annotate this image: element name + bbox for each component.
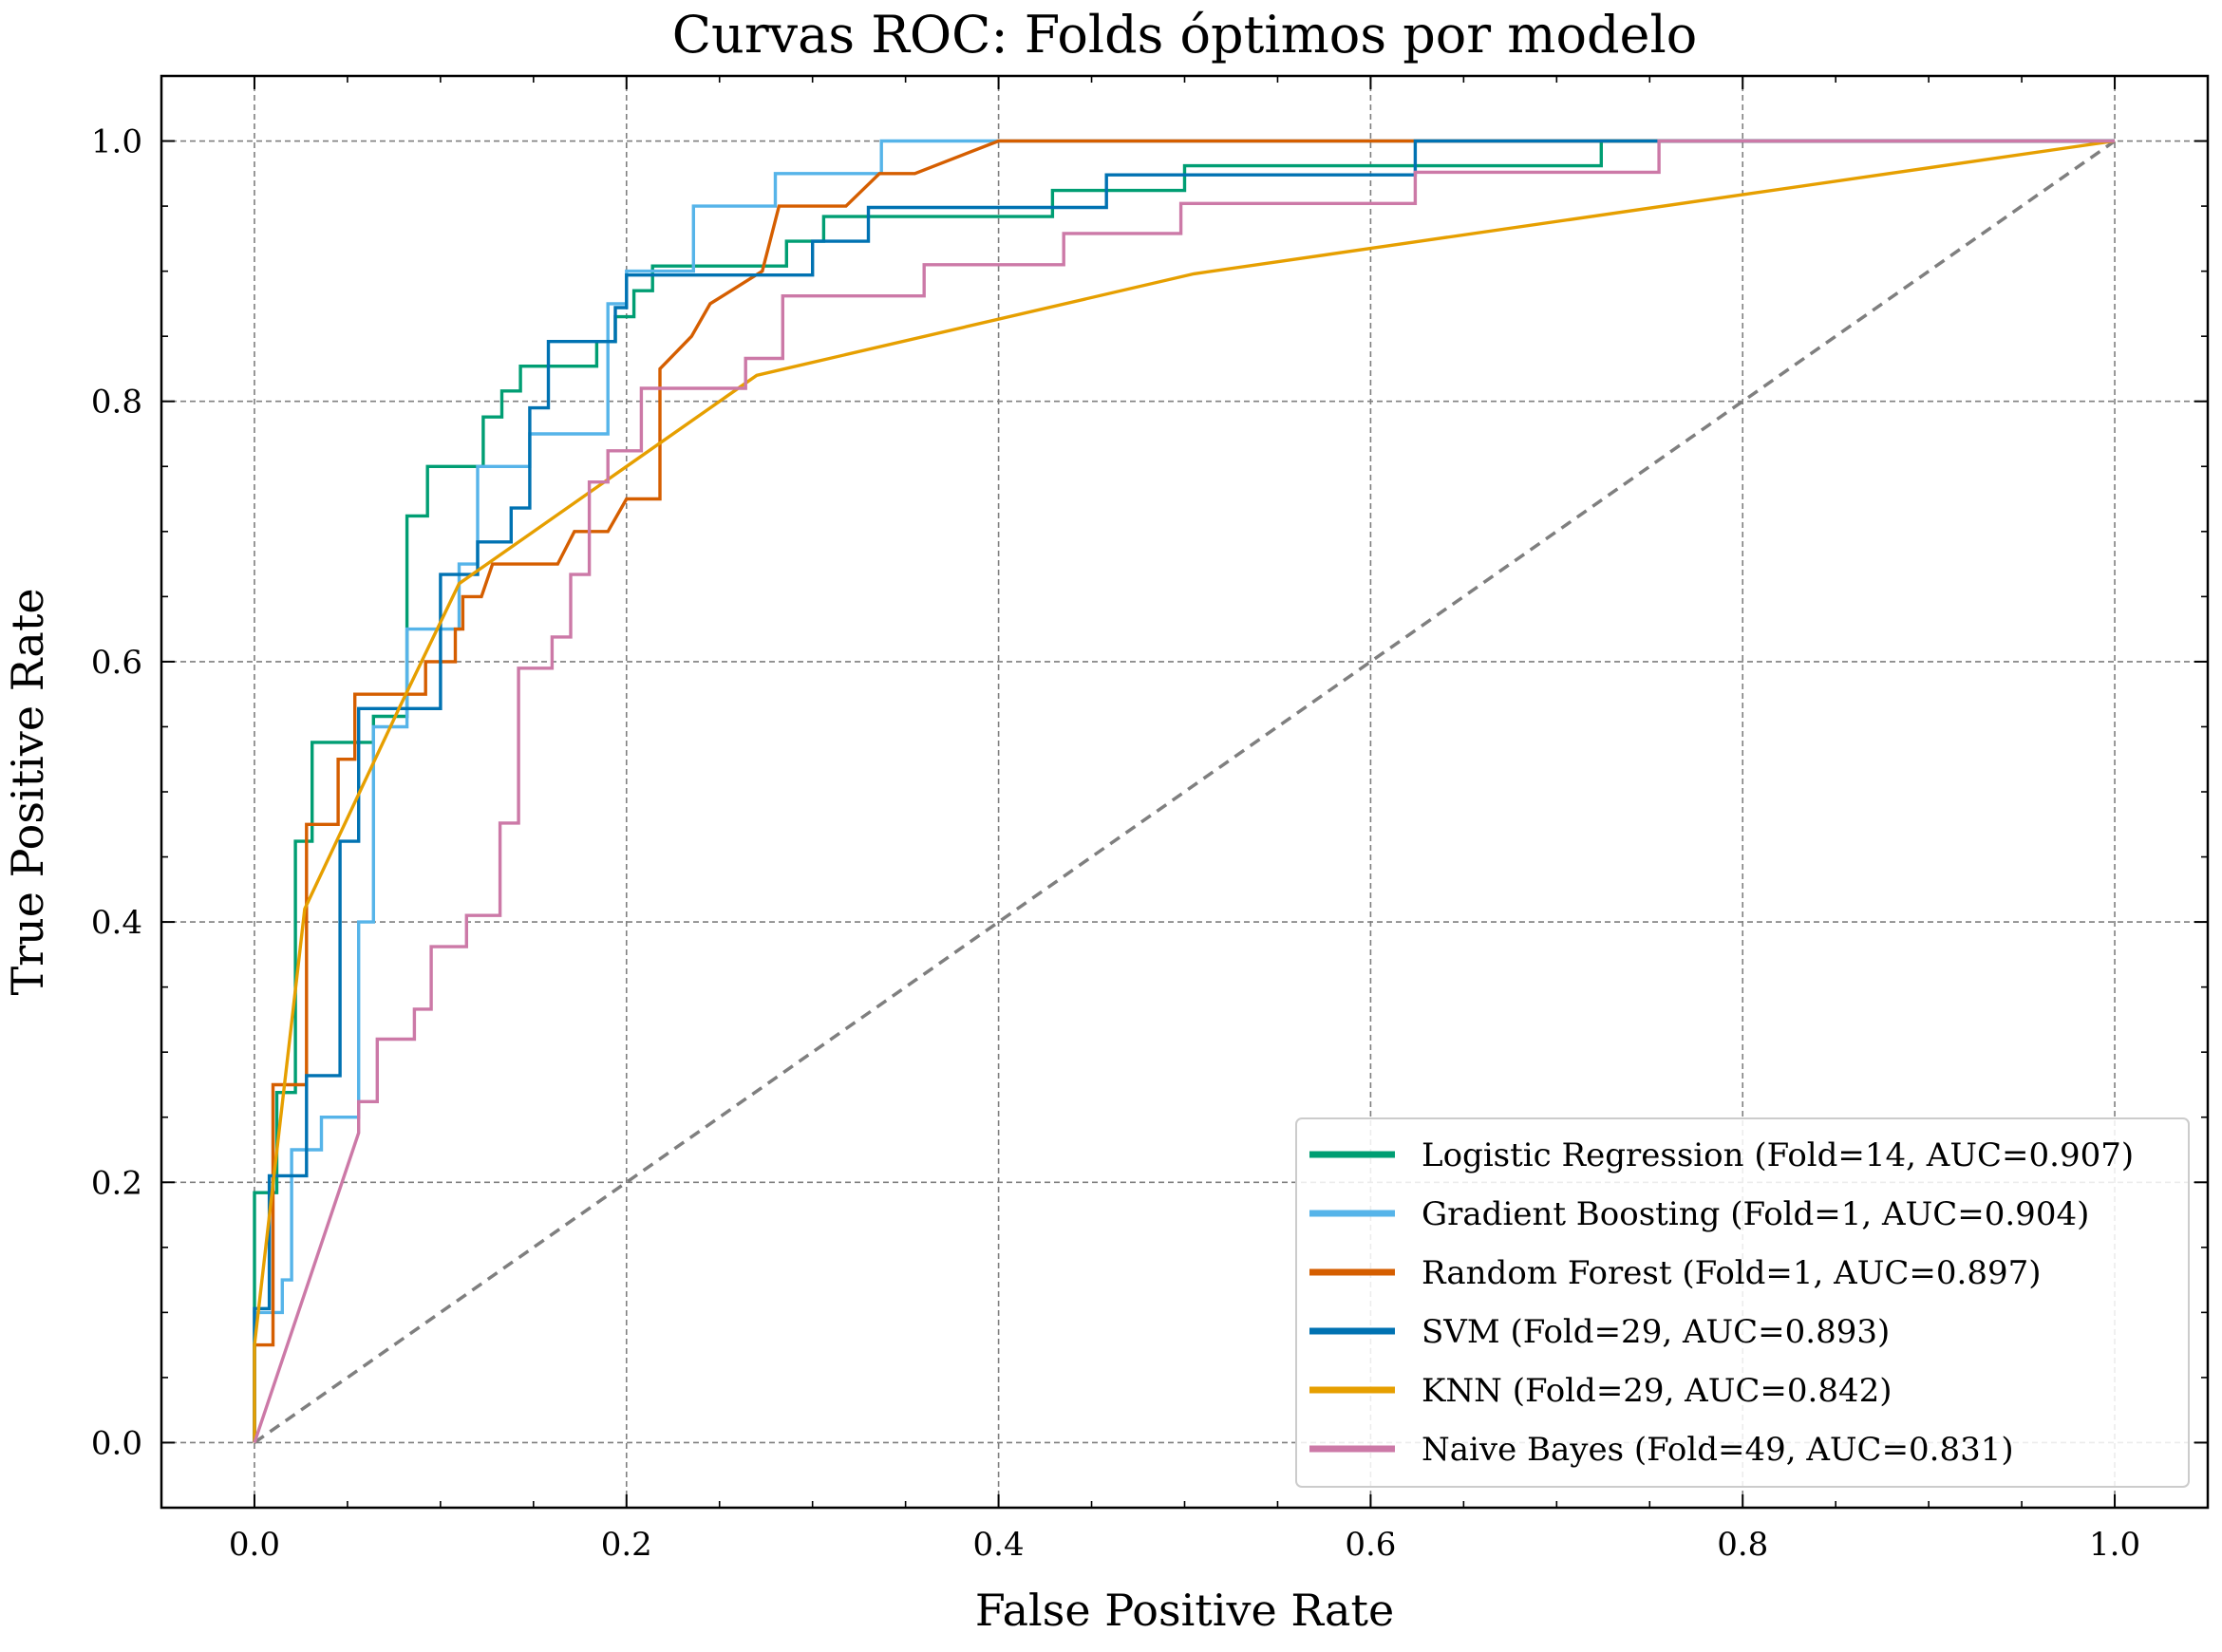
series-line-5: [253, 139, 2115, 1444]
x-tick-label: 1.0: [2089, 1526, 2140, 1564]
series-group: [253, 139, 2116, 1444]
x-tick-label: 0.8: [1717, 1526, 1768, 1564]
y-tick-label: 1.0: [91, 123, 142, 161]
x-tick-label: 0.6: [1345, 1526, 1396, 1564]
series-line-3: [253, 139, 2115, 1443]
series-line-0: [253, 139, 2115, 1443]
y-axis-label: True Positive Rate: [2, 588, 53, 995]
chart-title: Curvas ROC: Folds óptimos por modelo: [672, 5, 1698, 65]
legend-label-1: Gradient Boosting (Fold=1, AUC=0.904): [1422, 1195, 2089, 1233]
legend-label-2: Random Forest (Fold=1, AUC=0.897): [1422, 1254, 2041, 1292]
legend: Logistic Regression (Fold=14, AUC=0.907)…: [1295, 1117, 2190, 1488]
series-line-2: [253, 139, 2115, 1443]
legend-label-3: SVM (Fold=29, AUC=0.893): [1422, 1313, 1890, 1351]
legend-label-0: Logistic Regression (Fold=14, AUC=0.907): [1422, 1136, 2134, 1174]
y-tick-label: 0.0: [91, 1424, 142, 1462]
y-tick-label: 0.6: [91, 644, 142, 682]
axis-ticks: 0.0 0.2 0.4 0.6 0.8 1.0 0.0 0.2 0.4 0.6 0.8 1.0: [91, 76, 2208, 1564]
legend-label-4: KNN (Fold=29, AUC=0.842): [1422, 1372, 1892, 1410]
y-tick-label: 0.2: [91, 1164, 142, 1202]
x-axis-label: False Positive Rate: [975, 1585, 1394, 1636]
x-tick-label: 0.0: [229, 1526, 280, 1564]
series-line-1: [253, 139, 2115, 1443]
legend-box: [1295, 1117, 2190, 1488]
x-tick-label: 0.4: [973, 1526, 1025, 1564]
y-tick-label: 0.4: [91, 904, 142, 942]
legend-label-5: Naive Bayes (Fold=49, AUC=0.831): [1422, 1431, 2014, 1469]
y-tick-label: 0.8: [91, 384, 142, 422]
series-line-4: [253, 139, 2116, 1443]
x-tick-label: 0.2: [601, 1526, 652, 1564]
